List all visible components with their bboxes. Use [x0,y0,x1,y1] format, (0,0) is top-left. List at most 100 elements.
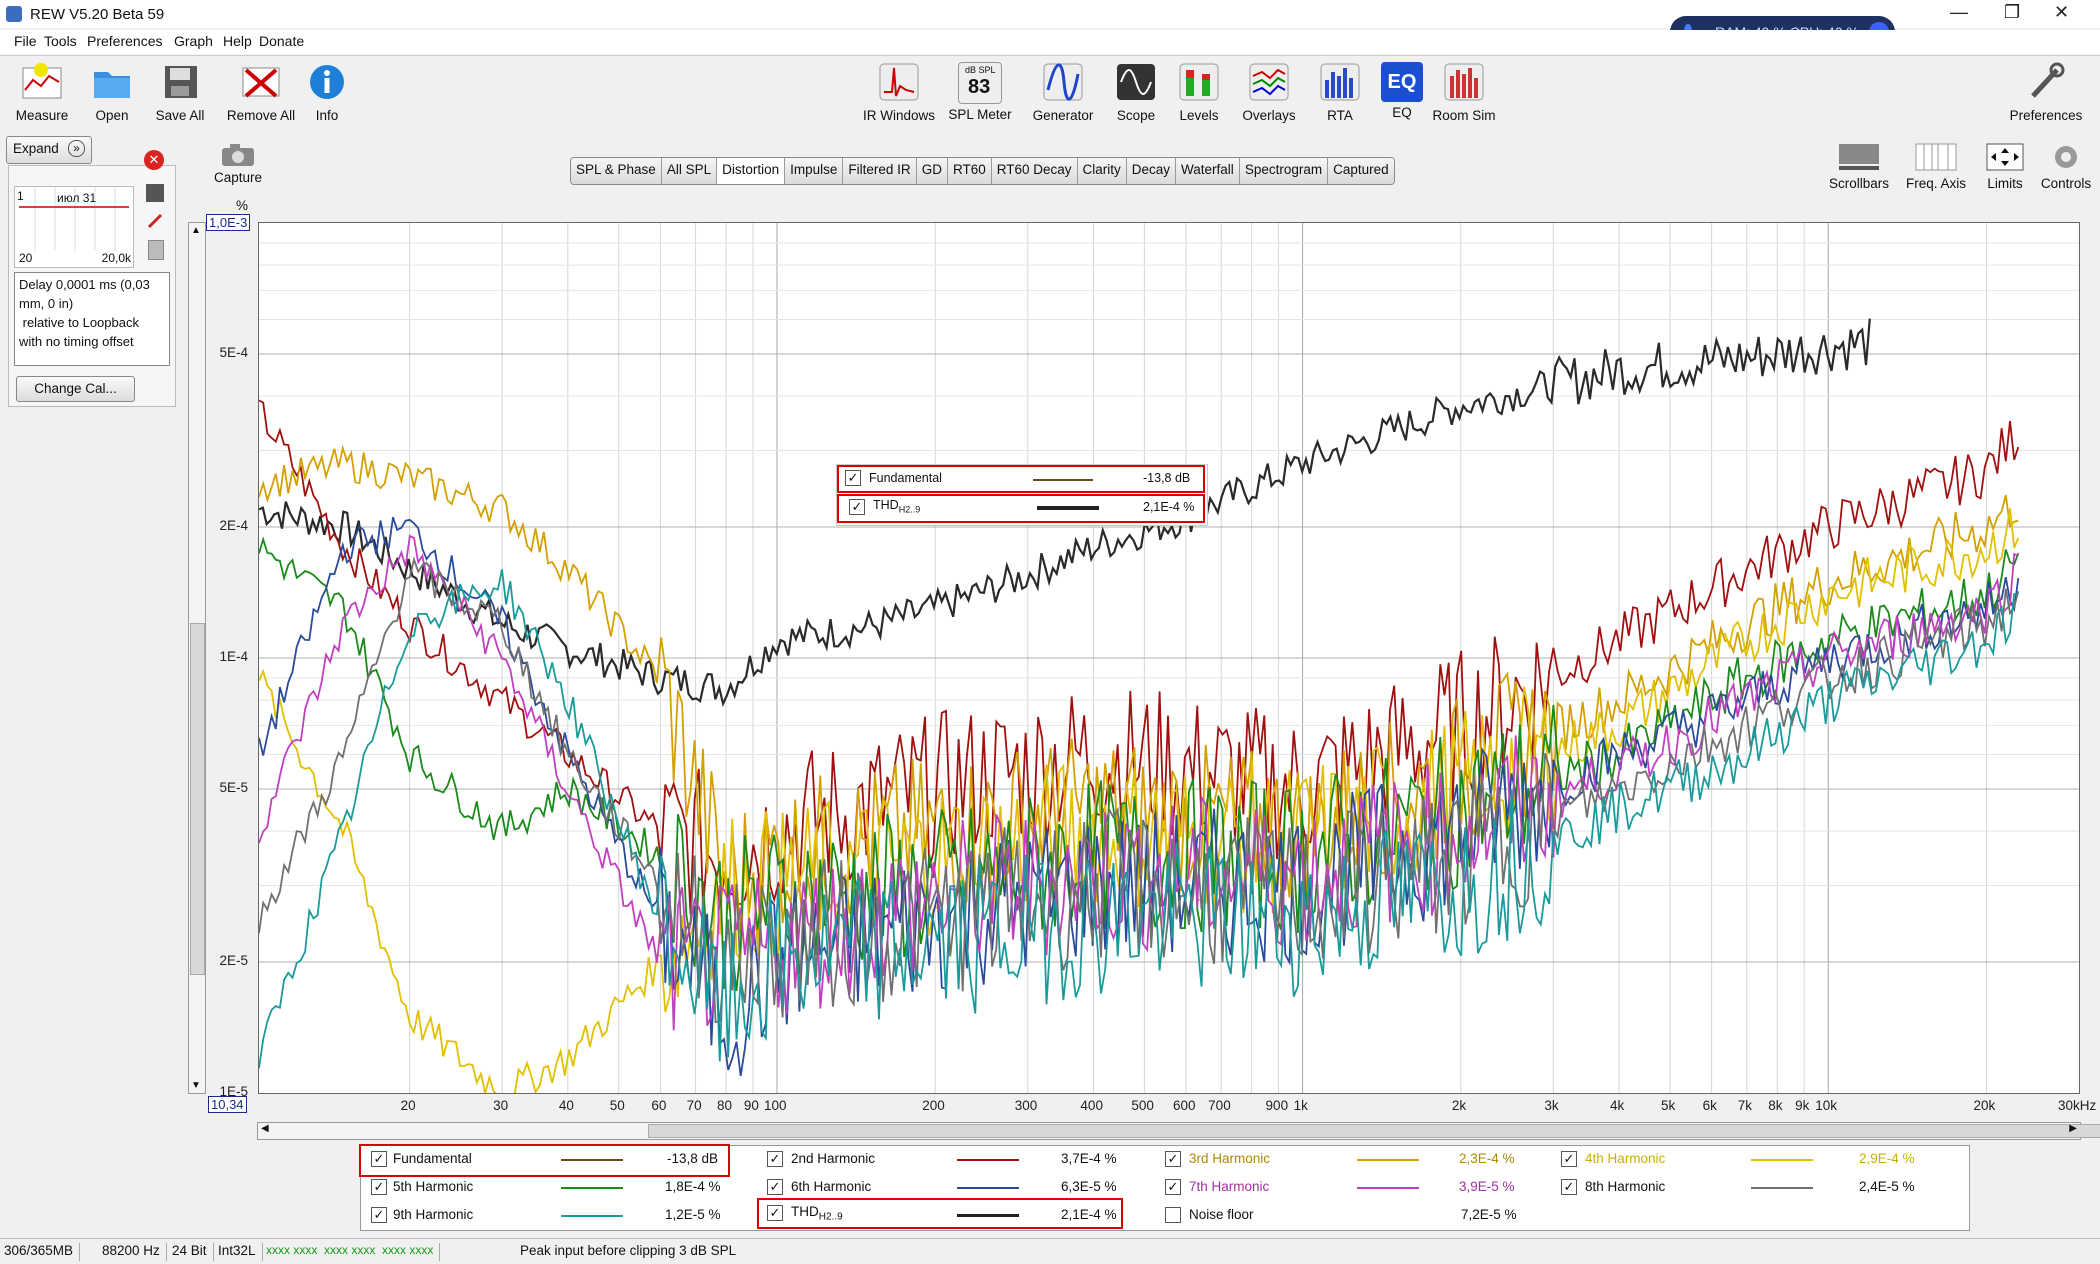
save-measurement-icon[interactable] [146,184,164,202]
vertical-scrollbar[interactable]: ▲ ▼ [188,222,206,1094]
capture-button[interactable]: Capture [210,142,266,185]
tab-captured[interactable]: Captured [1328,158,1394,184]
overlay-fundamental-checkbox[interactable]: ✓ [845,470,861,486]
legend-fundamental-checkbox[interactable]: ✓ [371,1151,387,1167]
distortion-chart [259,223,2079,1093]
scroll-up-icon[interactable]: ▲ [191,225,201,236]
folder-icon [94,72,130,98]
eq-button[interactable]: EQ EQ [1380,62,1424,120]
legend-9th-harmonic-value: 1,2E-5 % [665,1207,721,1222]
graph-tabs: SPL & Phase All SPL Distortion Impulse F… [570,157,1395,185]
overlay-fundamental-name: Fundamental [869,471,942,485]
tab-rt60-decay[interactable]: RT60 Decay [991,158,1078,184]
highlight-box [359,1144,730,1177]
horizontal-scroll-thumb[interactable] [648,1124,2100,1138]
overlays-button[interactable]: Overlays [1234,62,1304,123]
preferences-button[interactable]: Preferences [2004,62,2088,123]
scroll-left-icon[interactable]: ◀ [261,1123,269,1134]
x-axis-start-value[interactable]: 10,34 [208,1096,247,1113]
generator-icon [1043,63,1083,101]
legend-6th-harmonic-name: 6th Harmonic [791,1179,872,1194]
remove-all-button[interactable]: Remove All [220,62,302,123]
tab-distortion[interactable]: Distortion [717,158,786,184]
open-label: Open [95,108,129,123]
tab-waterfall[interactable]: Waterfall [1176,158,1240,184]
menu-graph[interactable]: Graph [174,33,213,49]
legend-7th-harmonic-swatch [1357,1187,1419,1189]
tab-decay[interactable]: Decay [1126,158,1177,184]
x-tick-label: 400 [1080,1098,1103,1113]
rta-button[interactable]: RTA [1318,62,1362,123]
x-tick-label: 300 [1014,1098,1038,1113]
eq-icon: EQ [1381,62,1423,102]
menu-preferences[interactable]: Preferences [87,33,163,49]
expand-button[interactable]: Expand » [6,136,92,164]
ir-windows-icon [879,63,919,101]
restore-icon[interactable]: ❐ [2004,2,2021,22]
menu-help[interactable]: Help [223,33,252,49]
measure-button[interactable]: Measure [10,62,74,123]
generator-button[interactable]: Generator [1028,62,1098,123]
remove-all-icon [242,67,280,98]
levels-button[interactable]: Levels [1174,62,1224,123]
tab-spl-phase[interactable]: SPL & Phase [571,158,662,184]
x-tick-label: 700 [1208,1098,1231,1113]
menu-tools[interactable]: Tools [44,33,77,49]
delay-line-3: relative to Loopback [19,315,139,330]
legend-3rd-harmonic-checkbox[interactable]: ✓ [1165,1151,1181,1167]
minimize-icon[interactable]: — [1950,2,1968,22]
save-all-button[interactable]: Save All [148,62,212,123]
x-tick-label: 6k [1702,1098,1717,1113]
room-sim-button[interactable]: Room Sim [1430,62,1498,123]
tab-rt60[interactable]: RT60 [947,158,992,184]
horizontal-scrollbar[interactable]: ◀ ▶ [257,1122,2100,1140]
freq-axis-button[interactable]: Freq. Axis [1900,142,1972,191]
limits-button[interactable]: Limits [1980,142,2030,191]
notes-icon[interactable] [148,240,164,260]
trace-legend: ✓ Fundamental -13,8 dB ✓ 5th Harmonic 1,… [359,1144,1970,1231]
x-tick-label: 8k [1768,1098,1783,1113]
vertical-scroll-thumb[interactable] [190,623,205,975]
menu-file[interactable]: File [14,33,37,49]
open-button[interactable]: Open [82,62,142,123]
spl-meter-button[interactable]: dB SPL 83 SPL Meter [944,62,1016,122]
tab-clarity[interactable]: Clarity [1077,158,1127,184]
legend-2nd-harmonic-checkbox[interactable]: ✓ [767,1151,783,1167]
pencil-icon[interactable] [146,212,164,230]
overlay-thd-checkbox[interactable]: ✓ [849,499,865,515]
legend-thd-checkbox[interactable]: ✓ [767,1205,783,1221]
legend-9th-harmonic-checkbox[interactable]: ✓ [371,1207,387,1223]
legend-8th-harmonic-checkbox[interactable]: ✓ [1561,1179,1577,1195]
ir-windows-button[interactable]: IR Windows [860,62,938,123]
y-axis-top-value[interactable]: 1,0E-3 [206,214,251,231]
tab-gd[interactable]: GD [916,158,948,184]
close-measurement-icon[interactable]: ✕ [144,150,164,170]
scrollbars-button[interactable]: Scrollbars [1824,142,1894,191]
tab-all-spl[interactable]: All SPL [661,158,718,184]
save-all-icon [165,66,197,98]
plot-overlay-legend: ✓ Fundamental -13,8 dB ✓ THDH2..9 2,1E-4… [836,464,1208,526]
scroll-down-icon[interactable]: ▼ [191,1080,201,1091]
legend-6th-harmonic-checkbox[interactable]: ✓ [767,1179,783,1195]
scope-button[interactable]: Scope [1108,62,1164,123]
legend-4th-harmonic-checkbox[interactable]: ✓ [1561,1151,1577,1167]
legend-noise-floor-checkbox[interactable] [1165,1207,1181,1223]
x-tick-label: 20k [1973,1098,1996,1113]
tab-impulse[interactable]: Impulse [785,158,844,184]
menu-donate[interactable]: Donate [259,33,305,49]
legend-7th-harmonic-checkbox[interactable]: ✓ [1165,1179,1181,1195]
controls-button[interactable]: Controls [2036,142,2096,191]
tab-filtered-ir[interactable]: Filtered IR [843,158,917,184]
info-icon [310,65,344,99]
tab-spectrogram[interactable]: Spectrogram [1239,158,1329,184]
close-window-icon[interactable]: ✕ [2054,2,2070,22]
legend-5th-harmonic-checkbox[interactable]: ✓ [371,1179,387,1195]
scroll-right-icon[interactable]: ▶ [2069,1123,2077,1134]
info-button[interactable]: Info [306,62,348,123]
distortion-plot[interactable] [258,222,2080,1094]
spl-meter-unit: dB SPL [965,65,996,75]
legend-2nd-harmonic-value: 3,7E-4 % [1061,1151,1117,1166]
change-cal-button[interactable]: Change Cal... [16,376,135,402]
cal-thumbnail[interactable]: 1 июл 31 20 20,0k [14,186,134,268]
status-memory[interactable]: 306/365MB [4,1243,81,1261]
